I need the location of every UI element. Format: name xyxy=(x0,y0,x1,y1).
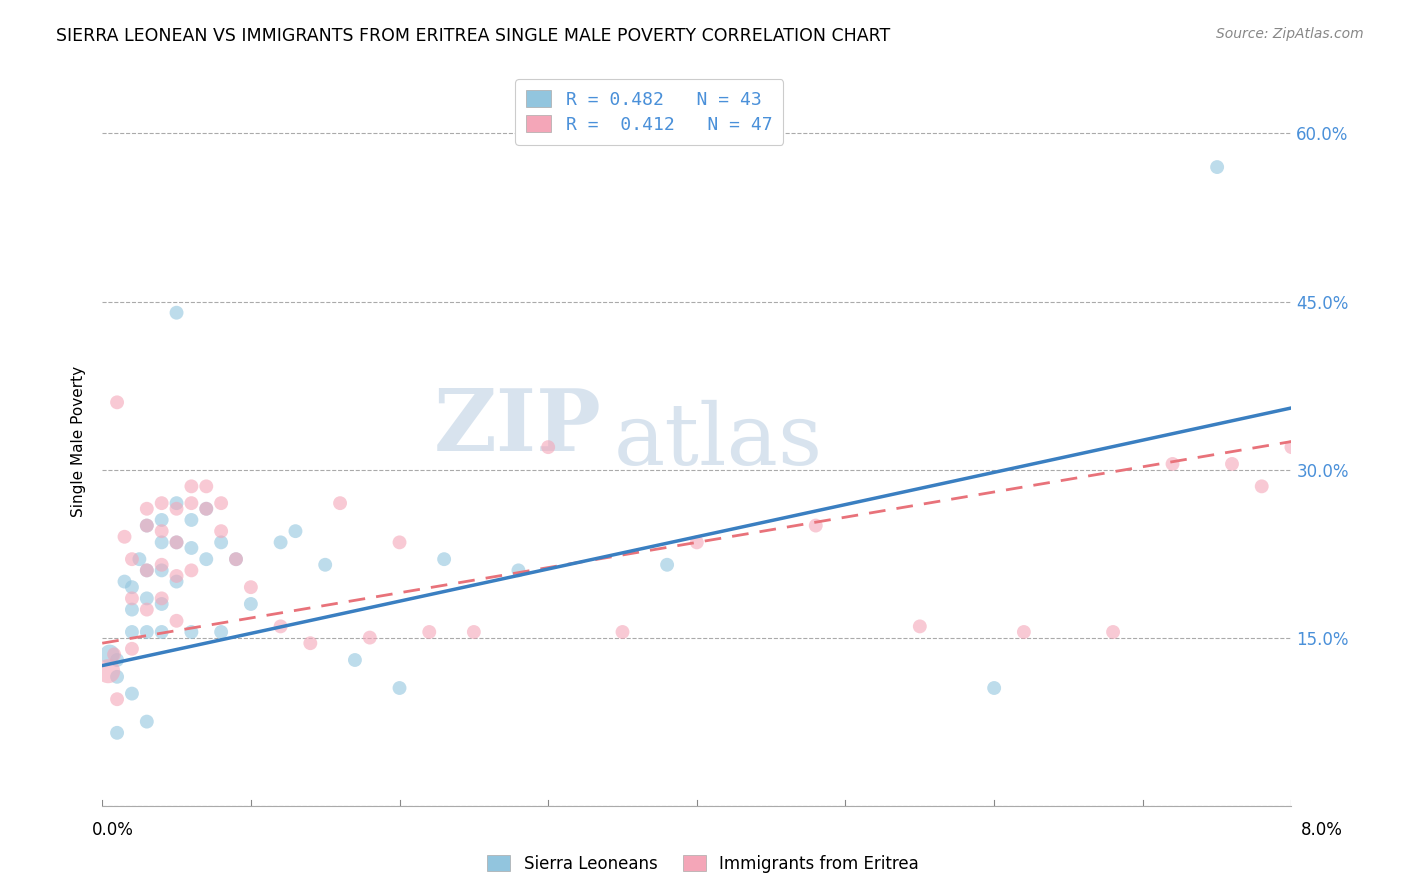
Legend: Sierra Leoneans, Immigrants from Eritrea: Sierra Leoneans, Immigrants from Eritrea xyxy=(481,848,925,880)
Immigrants from Eritrea xyxy=(121,552,143,566)
Immigrants from Eritrea xyxy=(1250,479,1272,493)
Sierra Leoneans xyxy=(121,602,143,616)
Sierra Leoneans xyxy=(209,625,232,640)
Sierra Leoneans xyxy=(105,670,128,684)
Sierra Leoneans xyxy=(270,535,292,549)
Immigrants from Eritrea xyxy=(209,524,232,538)
Sierra Leoneans xyxy=(239,597,262,611)
Sierra Leoneans xyxy=(135,518,157,533)
Sierra Leoneans xyxy=(166,574,188,589)
Sierra Leoneans xyxy=(121,687,143,701)
Sierra Leoneans xyxy=(150,625,173,640)
Text: SIERRA LEONEAN VS IMMIGRANTS FROM ERITREA SINGLE MALE POVERTY CORRELATION CHART: SIERRA LEONEAN VS IMMIGRANTS FROM ERITRE… xyxy=(56,27,890,45)
Sierra Leoneans xyxy=(195,552,218,566)
Immigrants from Eritrea xyxy=(180,563,202,577)
Immigrants from Eritrea xyxy=(166,501,188,516)
Immigrants from Eritrea xyxy=(299,636,322,650)
Sierra Leoneans xyxy=(128,552,150,566)
Immigrants from Eritrea xyxy=(105,395,128,409)
Sierra Leoneans xyxy=(180,541,202,555)
Text: atlas: atlas xyxy=(613,400,823,483)
Text: Source: ZipAtlas.com: Source: ZipAtlas.com xyxy=(1216,27,1364,41)
Y-axis label: Single Male Poverty: Single Male Poverty xyxy=(72,366,86,517)
Immigrants from Eritrea xyxy=(150,558,173,572)
Immigrants from Eritrea xyxy=(418,625,440,640)
Immigrants from Eritrea xyxy=(150,591,173,606)
Sierra Leoneans xyxy=(150,597,173,611)
Sierra Leoneans xyxy=(388,681,411,695)
Immigrants from Eritrea xyxy=(1012,625,1035,640)
Sierra Leoneans xyxy=(166,306,188,320)
Immigrants from Eritrea xyxy=(270,619,292,633)
Sierra Leoneans xyxy=(121,580,143,594)
Immigrants from Eritrea xyxy=(686,535,709,549)
Sierra Leoneans xyxy=(150,513,173,527)
Immigrants from Eritrea xyxy=(103,648,125,662)
Immigrants from Eritrea xyxy=(209,496,232,510)
Sierra Leoneans xyxy=(150,563,173,577)
Sierra Leoneans xyxy=(433,552,456,566)
Sierra Leoneans xyxy=(209,535,232,549)
Sierra Leoneans xyxy=(135,563,157,577)
Sierra Leoneans xyxy=(135,714,157,729)
Immigrants from Eritrea xyxy=(612,625,634,640)
Immigrants from Eritrea xyxy=(239,580,262,594)
Text: 8.0%: 8.0% xyxy=(1301,821,1343,838)
Immigrants from Eritrea xyxy=(195,501,218,516)
Immigrants from Eritrea xyxy=(135,563,157,577)
Sierra Leoneans xyxy=(114,574,136,589)
Immigrants from Eritrea xyxy=(804,518,827,533)
Immigrants from Eritrea xyxy=(225,552,247,566)
Sierra Leoneans xyxy=(508,563,530,577)
Text: 0.0%: 0.0% xyxy=(91,821,134,838)
Sierra Leoneans xyxy=(655,558,678,572)
Immigrants from Eritrea xyxy=(1281,440,1303,454)
Immigrants from Eritrea xyxy=(1220,457,1243,471)
Immigrants from Eritrea xyxy=(1102,625,1125,640)
Immigrants from Eritrea xyxy=(135,501,157,516)
Sierra Leoneans xyxy=(166,496,188,510)
Immigrants from Eritrea xyxy=(150,496,173,510)
Immigrants from Eritrea xyxy=(121,641,143,656)
Immigrants from Eritrea xyxy=(150,524,173,538)
Sierra Leoneans xyxy=(135,591,157,606)
Sierra Leoneans xyxy=(284,524,307,538)
Immigrants from Eritrea xyxy=(135,602,157,616)
Sierra Leoneans xyxy=(166,535,188,549)
Text: ZIP: ZIP xyxy=(434,385,602,469)
Immigrants from Eritrea xyxy=(114,530,136,544)
Immigrants from Eritrea xyxy=(537,440,560,454)
Sierra Leoneans xyxy=(343,653,366,667)
Immigrants from Eritrea xyxy=(180,479,202,493)
Sierra Leoneans xyxy=(150,535,173,549)
Immigrants from Eritrea xyxy=(388,535,411,549)
Sierra Leoneans xyxy=(180,625,202,640)
Immigrants from Eritrea xyxy=(463,625,485,640)
Immigrants from Eritrea xyxy=(1161,457,1184,471)
Immigrants from Eritrea xyxy=(359,631,381,645)
Immigrants from Eritrea xyxy=(166,569,188,583)
Immigrants from Eritrea xyxy=(166,535,188,549)
Sierra Leoneans xyxy=(105,726,128,740)
Immigrants from Eritrea xyxy=(908,619,931,633)
Sierra Leoneans xyxy=(225,552,247,566)
Sierra Leoneans xyxy=(180,513,202,527)
Immigrants from Eritrea xyxy=(329,496,352,510)
Sierra Leoneans xyxy=(314,558,336,572)
Immigrants from Eritrea xyxy=(121,591,143,606)
Sierra Leoneans xyxy=(105,653,128,667)
Immigrants from Eritrea xyxy=(195,479,218,493)
Sierra Leoneans xyxy=(983,681,1005,695)
Immigrants from Eritrea xyxy=(97,664,120,678)
Immigrants from Eritrea xyxy=(105,692,128,706)
Immigrants from Eritrea xyxy=(180,496,202,510)
Sierra Leoneans xyxy=(195,501,218,516)
Sierra Leoneans xyxy=(98,648,121,662)
Legend: R = 0.482   N = 43, R =  0.412   N = 47: R = 0.482 N = 43, R = 0.412 N = 47 xyxy=(515,79,783,145)
Immigrants from Eritrea xyxy=(135,518,157,533)
Sierra Leoneans xyxy=(1206,160,1229,174)
Sierra Leoneans xyxy=(121,625,143,640)
Sierra Leoneans xyxy=(135,625,157,640)
Immigrants from Eritrea xyxy=(166,614,188,628)
